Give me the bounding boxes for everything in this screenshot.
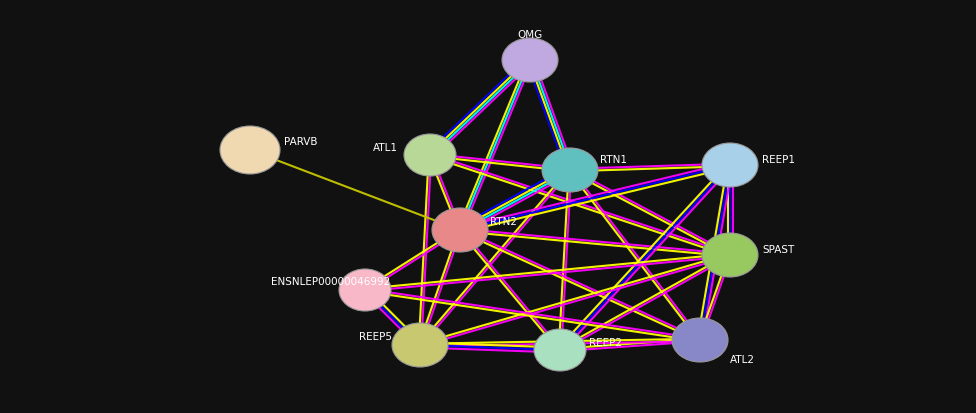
- Ellipse shape: [392, 323, 448, 367]
- Text: ATL2: ATL2: [730, 355, 755, 365]
- Text: SPAST: SPAST: [762, 245, 794, 255]
- Ellipse shape: [672, 318, 728, 362]
- Text: REEP2: REEP2: [589, 338, 622, 348]
- Ellipse shape: [339, 269, 391, 311]
- Text: OMG: OMG: [517, 30, 543, 40]
- Text: PARVB: PARVB: [284, 137, 317, 147]
- Text: RTN2: RTN2: [490, 217, 517, 227]
- Ellipse shape: [534, 329, 586, 371]
- Text: REEP1: REEP1: [762, 155, 795, 165]
- Text: RTN1: RTN1: [600, 155, 627, 165]
- Text: REEP5: REEP5: [359, 332, 392, 342]
- Ellipse shape: [702, 143, 758, 187]
- Ellipse shape: [502, 38, 558, 82]
- Text: ATL1: ATL1: [373, 143, 398, 153]
- Ellipse shape: [404, 134, 456, 176]
- Text: ENSNLEP00000046992: ENSNLEP00000046992: [270, 277, 390, 287]
- Ellipse shape: [702, 233, 758, 277]
- Ellipse shape: [432, 208, 488, 252]
- Ellipse shape: [542, 148, 598, 192]
- Ellipse shape: [220, 126, 280, 174]
